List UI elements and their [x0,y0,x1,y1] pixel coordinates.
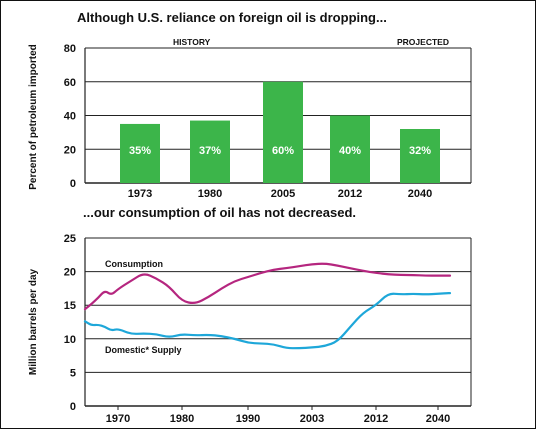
bar-value-label: 60% [272,145,294,157]
bar-2005 [263,81,303,183]
top-ytick-label: 40 [64,111,76,123]
bottom-xtick-label: 2040 [426,413,450,425]
bottom-xtick-label: 1970 [106,413,130,425]
top-xtick-label: 1980 [198,188,222,200]
top-xtick-label: 2012 [338,188,362,200]
consumption-line [83,262,452,311]
bottom-xtick-label: 1980 [170,413,194,425]
bar-value-label: 37% [199,145,221,157]
top-xtick-label: 1973 [128,188,152,200]
bottom-xtick-label: 2012 [364,413,388,425]
top-chart-title: Although U.S. reliance on foreign oil is… [77,10,387,25]
bottom-ytick-label: 10 [64,334,76,346]
bar-2040 [400,129,440,183]
top-chart-xticks: 1973 1980 2005 2012 2040 [128,188,432,200]
projected-label: PROJECTED [397,37,449,47]
bottom-xtick-label: 2003 [300,413,324,425]
bottom-ytick-label: 5 [70,367,76,379]
domestic-supply-line [83,291,452,350]
bottom-ytick-label: 0 [70,401,76,413]
bar-value-label: 40% [339,145,361,157]
bottom-chart-lines [83,262,452,350]
top-xtick-label: 2005 [271,188,295,200]
bottom-chart-title: ...our consumption of oil has not decrea… [83,205,356,220]
top-ytick-label: 80 [64,43,76,55]
top-chart-bars: 35% 37% 60% 40% 32% [120,81,440,183]
top-ytick-label: 60 [64,77,76,89]
bottom-ytick-label: 20 [64,267,76,279]
top-chart-ylabel: Percent of petroleum imported [28,44,39,190]
bar-value-label: 35% [129,145,151,157]
bottom-chart-xticks: 1970 1980 1990 2003 2012 2040 [106,406,450,425]
bottom-ytick-label: 15 [64,300,76,312]
series-label-domestic-supply: Domestic* Supply [105,345,182,355]
bottom-chart-grid: 0 5 10 15 20 25 [64,233,472,413]
bottom-ytick-label: 25 [64,233,76,245]
history-label: HISTORY [173,37,211,47]
bar-1980 [190,120,230,183]
bar-value-label: 32% [409,145,431,157]
bottom-xtick-label: 1990 [236,413,260,425]
series-label-consumption: Consumption [105,259,163,269]
top-xtick-label: 2040 [408,188,432,200]
bar-1973 [120,123,160,183]
bar-2012 [330,115,370,183]
bottom-chart-ylabel: Million barrels per day [28,268,39,375]
top-ytick-label: 0 [70,178,76,190]
top-ytick-label: 20 [64,144,76,156]
